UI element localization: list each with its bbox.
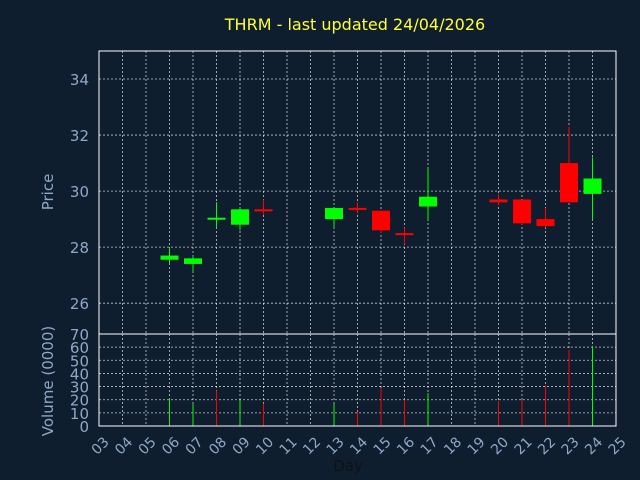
price-y-tick-label: 30 [70, 183, 89, 201]
candle-body [348, 207, 367, 210]
candle-body [489, 199, 508, 203]
volume-y-tick-label: 50 [70, 352, 89, 370]
candle [395, 227, 414, 245]
volume-y-tick-label: 30 [70, 379, 89, 397]
candle [560, 126, 578, 203]
candle-body [583, 178, 602, 194]
candle [419, 167, 437, 221]
price-y-tick-label: 34 [70, 71, 89, 89]
candle [160, 247, 179, 264]
candle-body [536, 219, 555, 227]
candle [254, 199, 273, 215]
volume-y-tick-label: 70 [70, 326, 89, 344]
volume-y-tick-label: 20 [70, 392, 89, 410]
volume-bars [169, 345, 593, 426]
candle-body [419, 196, 437, 207]
candle [372, 210, 390, 234]
x-ticks: 03 04 05 06 07 08 09 10 11 12 13 14 15 16 17 18 19 20 21 22… [89, 434, 630, 458]
candle [583, 157, 602, 220]
candle-body [254, 209, 273, 212]
price-y-ticks: 26 28 30 32 34 [70, 71, 89, 313]
candle [325, 207, 343, 228]
candle-body [160, 255, 179, 260]
candle-body [207, 217, 226, 220]
price-y-tick-label: 32 [70, 127, 89, 145]
volume-y-tick-label: 60 [70, 339, 89, 357]
volume-y-tick-label: 40 [70, 365, 89, 383]
volume-y-tick-label: 10 [70, 405, 89, 423]
candle-body [395, 233, 414, 236]
candle [513, 199, 531, 225]
volume-panel-frame [98, 333, 617, 427]
candle-body [184, 258, 202, 264]
candle [489, 193, 508, 206]
candle-body [372, 210, 390, 231]
candle-body [325, 207, 343, 220]
price-axis-label: Price [39, 174, 57, 211]
price-y-tick-label: 28 [70, 239, 89, 257]
chart-title: THRM - last updated 24/04/2026 [224, 15, 485, 34]
candle-body [560, 163, 578, 203]
candle [184, 255, 202, 273]
candle-body [513, 199, 531, 224]
candle [207, 202, 226, 228]
candle [536, 207, 555, 228]
candle-body [231, 209, 249, 225]
candle [231, 207, 249, 231]
volume-y-tick-label: 0 [79, 418, 89, 436]
x-axis-label: Day [333, 457, 363, 475]
volume-axis-label: Volume (0000) [39, 326, 57, 436]
candles [160, 126, 602, 273]
price-y-tick-label: 26 [70, 295, 89, 313]
candle [348, 202, 367, 214]
